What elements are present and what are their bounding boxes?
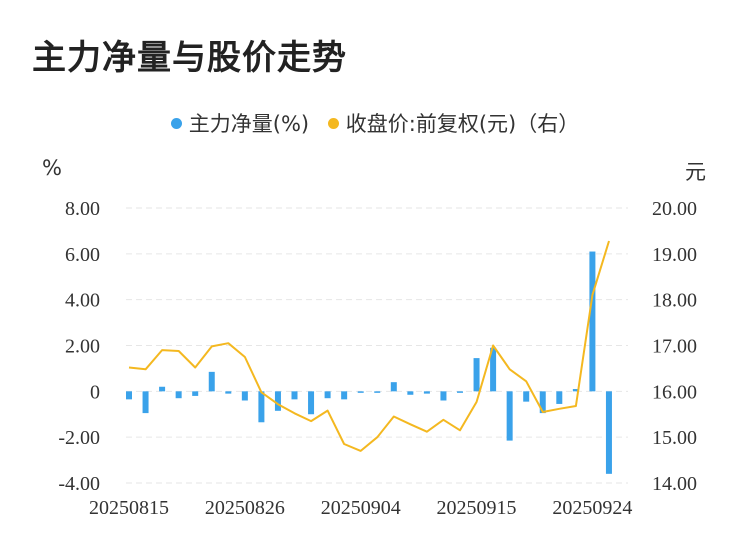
legend-close-price-marker	[327, 117, 339, 129]
net-flow-bar[interactable]	[225, 391, 232, 394]
right-axis-tick-label: 14.00	[652, 473, 697, 495]
net-flow-bar[interactable]	[556, 391, 563, 404]
net-flow-bar[interactable]	[291, 391, 298, 400]
right-axis-tick-label: 16.00	[652, 381, 697, 403]
close-price-point[interactable]	[209, 344, 214, 349]
left-axis-tick-label: 4.00	[65, 290, 100, 312]
close-price-point[interactable]	[458, 428, 463, 433]
close-price-point[interactable]	[127, 365, 132, 370]
net-flow-bar[interactable]	[208, 371, 215, 392]
close-price-line[interactable]	[128, 240, 610, 452]
net-flow-bar[interactable]	[274, 391, 281, 411]
close-price-point[interactable]	[573, 404, 578, 409]
net-flow-bar[interactable]	[457, 391, 463, 393]
net-flow-bar[interactable]	[374, 391, 381, 393]
left-axis-tick-label: 2.00	[65, 336, 100, 358]
close-price-point[interactable]	[590, 293, 595, 298]
close-price-point[interactable]	[441, 417, 446, 422]
net-flow-bar[interactable]	[605, 391, 612, 474]
close-price-point[interactable]	[309, 419, 314, 424]
close-price-point[interactable]	[540, 409, 545, 414]
close-price-point[interactable]	[557, 406, 562, 411]
left-axis-unit: %	[42, 156, 62, 180]
left-axis-tick-label: 0	[90, 381, 100, 403]
right-axis-tick-label: 20.00	[652, 198, 697, 220]
close-price-point[interactable]	[292, 411, 297, 416]
left-axis-tick-label: 8.00	[65, 198, 100, 220]
net-flow-bar[interactable]	[341, 391, 348, 400]
right-axis-unit: 元	[685, 160, 706, 184]
close-price-point[interactable]	[342, 442, 347, 447]
x-axis-tick-label: 20250915	[437, 497, 517, 519]
net-flow-bar[interactable]	[126, 391, 132, 400]
net-flow-bar[interactable]	[159, 386, 166, 392]
net-flow-bar[interactable]	[473, 358, 480, 392]
close-price-point[interactable]	[193, 365, 198, 370]
right-axis-tick-label: 18.00	[652, 290, 697, 312]
close-price-point[interactable]	[391, 414, 396, 419]
legend-item-close-price[interactable]: 收盘价:前复权(元)（右）	[327, 108, 580, 138]
net-flow-bar[interactable]	[357, 391, 364, 393]
net-flow-bar[interactable]	[258, 391, 265, 423]
gridlines	[126, 207, 628, 484]
net-flow-bar[interactable]	[523, 391, 530, 402]
close-price-point[interactable]	[507, 367, 512, 372]
close-price-point[interactable]	[226, 341, 231, 346]
x-axis-tick-label: 20250904	[321, 497, 401, 519]
net-flow-bar[interactable]	[440, 391, 447, 401]
net-flow-bar[interactable]	[490, 347, 497, 392]
close-price-point[interactable]	[358, 448, 363, 453]
close-price-line-group	[127, 239, 611, 453]
close-price-point[interactable]	[606, 239, 611, 244]
net-flow-bar[interactable]	[175, 391, 182, 399]
net-flow-bar[interactable]	[539, 391, 546, 414]
close-price-point[interactable]	[424, 429, 429, 434]
close-price-point[interactable]	[524, 379, 529, 384]
right-axis-tick-label: 19.00	[652, 244, 697, 266]
right-axis-tick-label: 17.00	[652, 336, 697, 358]
close-price-point[interactable]	[491, 343, 496, 348]
chart-legend: 主力净量(%) 收盘价:前复权(元)（右）	[0, 108, 750, 138]
legend-net-flow-label: 主力净量(%)	[188, 112, 310, 136]
legend-net-flow-marker	[170, 117, 182, 129]
chart-title: 主力净量与股价走势	[32, 38, 347, 78]
x-axis-tick-label: 20250815	[89, 497, 169, 519]
close-price-point[interactable]	[474, 399, 479, 404]
left-axis-tick-label: 6.00	[65, 244, 100, 266]
close-price-point[interactable]	[259, 390, 264, 395]
right-axis-tick-label: 15.00	[652, 427, 697, 449]
net-flow-bar[interactable]	[241, 391, 248, 401]
net-flow-bar[interactable]	[308, 391, 315, 415]
left-axis-tick-label: -4.00	[58, 473, 100, 495]
axis-ticks: 8.00 20.00 6.00 19.00 4.00 18.00 2.00 17.00 0 16.…	[58, 198, 697, 519]
net-flow-bar[interactable]	[589, 251, 596, 392]
net-flow-bars	[126, 251, 612, 474]
net-flow-bar[interactable]	[324, 391, 331, 399]
net-flow-bar[interactable]	[407, 391, 414, 395]
close-price-point[interactable]	[275, 402, 280, 407]
net-flow-bar[interactable]	[192, 391, 199, 396]
legend-close-price-label: 收盘价:前复权(元)（右）	[345, 112, 580, 136]
net-flow-bar[interactable]	[142, 391, 149, 414]
close-price-point[interactable]	[176, 349, 181, 354]
close-price-point[interactable]	[408, 422, 413, 427]
x-axis-tick-label: 20250924	[552, 497, 632, 519]
close-price-point[interactable]	[160, 348, 165, 353]
x-axis-tick-label: 20250826	[205, 497, 285, 519]
close-price-point[interactable]	[375, 435, 380, 440]
net-flow-bar[interactable]	[390, 382, 397, 392]
left-axis-tick-label: -2.00	[58, 427, 100, 449]
close-price-point[interactable]	[143, 367, 148, 372]
close-price-point[interactable]	[242, 354, 247, 359]
legend-item-net-flow[interactable]: 主力净量(%)	[170, 108, 310, 138]
net-flow-bar[interactable]	[572, 389, 579, 392]
net-flow-bar[interactable]	[506, 391, 513, 441]
close-price-point[interactable]	[325, 408, 330, 413]
net-flow-bar[interactable]	[423, 391, 430, 394]
